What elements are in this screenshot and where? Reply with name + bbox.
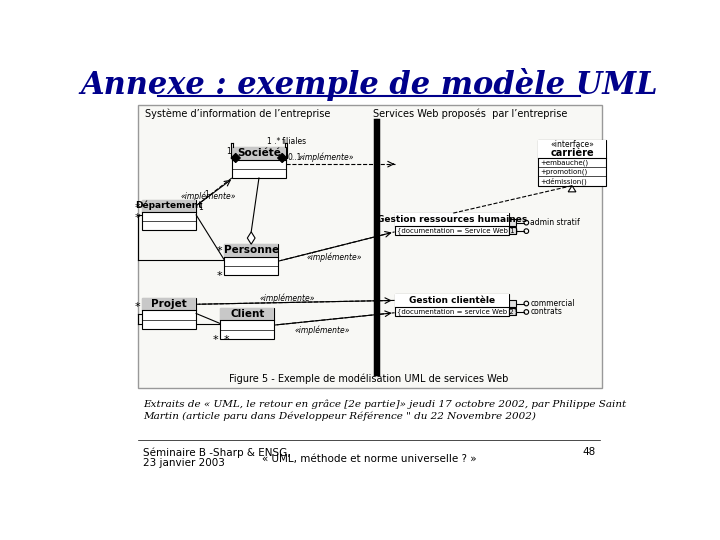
Text: *: * (134, 302, 140, 312)
Bar (142, 298, 196, 310)
Text: *: * (212, 335, 218, 345)
Text: 48: 48 (582, 448, 595, 457)
Text: filiales: filiales (282, 137, 307, 146)
Text: 23 janvier 2003: 23 janvier 2003 (143, 458, 225, 468)
Bar (509, 227, 516, 234)
Bar (142, 200, 196, 231)
Text: Système d’information de l’entreprise: Système d’information de l’entreprise (145, 108, 330, 119)
Text: *: * (134, 203, 140, 213)
Bar (138, 105, 601, 388)
Text: «implémente»: «implémente» (294, 325, 350, 335)
Text: Séminaire B -Sharp & ENSG,: Séminaire B -Sharp & ENSG, (143, 448, 290, 458)
Text: Société: Société (237, 148, 281, 158)
Text: Annexe : exemple de modèle UML: Annexe : exemple de modèle UML (80, 68, 658, 100)
Text: «implémente»: «implémente» (180, 191, 235, 201)
Text: Martin (article paru dans Développeur Référence " du 22 Novembre 2002): Martin (article paru dans Développeur Ré… (143, 411, 536, 421)
Text: 1: 1 (198, 202, 202, 212)
Bar (224, 244, 279, 275)
Text: *: * (216, 271, 222, 281)
Text: *: * (224, 335, 230, 345)
Text: « UML, méthode et norme universelle ? »: « UML, méthode et norme universelle ? » (261, 454, 477, 464)
Text: 1: 1 (204, 190, 210, 199)
Bar (142, 298, 196, 329)
Text: «implémente»: «implémente» (307, 252, 362, 261)
Bar (232, 147, 286, 178)
Bar (538, 140, 606, 186)
Text: +promotion(): +promotion() (540, 168, 588, 175)
Text: Extraits de « UML, le retour en grâce [2e partie]» jeudi 17 octobre 2002, par Ph: Extraits de « UML, le retour en grâce [2… (143, 400, 626, 409)
Bar (220, 308, 274, 320)
Text: «interface»: «interface» (550, 140, 594, 150)
Bar (509, 308, 516, 315)
Text: Gestion ressources humaines: Gestion ressources humaines (377, 215, 527, 224)
Text: carrière: carrière (550, 147, 594, 158)
Text: admin stratif: admin stratif (530, 218, 580, 227)
Bar (232, 147, 286, 159)
Bar (395, 213, 509, 226)
Bar (509, 300, 516, 307)
Text: *: * (134, 213, 140, 223)
Bar (509, 219, 516, 226)
Bar (395, 294, 509, 316)
Text: «implémente»: «implémente» (260, 294, 315, 303)
Text: contrats: contrats (530, 307, 562, 316)
Text: Figure 5 - Exemple de modélisation UML de services Web: Figure 5 - Exemple de modélisation UML d… (229, 374, 509, 384)
Text: Personne: Personne (224, 245, 279, 255)
Polygon shape (231, 153, 240, 163)
Bar (538, 140, 606, 158)
Bar (224, 244, 279, 256)
Text: {documentation = service Web 2}: {documentation = service Web 2} (397, 308, 518, 315)
Text: {documentation = Service Web 1}: {documentation = Service Web 1} (397, 227, 519, 234)
Bar (395, 294, 509, 307)
Polygon shape (568, 186, 576, 192)
Polygon shape (277, 153, 287, 163)
Text: +démission(): +démission() (540, 177, 587, 185)
Text: Services Web proposés  par l’entreprise: Services Web proposés par l’entreprise (372, 108, 567, 119)
Text: 0..1: 0..1 (287, 153, 302, 161)
Text: *: * (216, 246, 222, 256)
Text: +embauche(): +embauche() (540, 159, 588, 166)
Text: 1: 1 (226, 147, 231, 156)
Text: 1 .*: 1 .* (266, 137, 280, 146)
Text: commercial: commercial (530, 299, 575, 308)
Text: Gestion clientèle: Gestion clientèle (409, 296, 495, 305)
Text: «implémente»: «implémente» (299, 153, 354, 163)
Bar (220, 308, 274, 339)
Bar (142, 200, 196, 212)
Polygon shape (248, 232, 255, 244)
Text: Département: Département (135, 201, 203, 211)
Text: Projet: Projet (151, 299, 187, 309)
Text: Client: Client (230, 309, 264, 319)
Bar (395, 213, 509, 235)
